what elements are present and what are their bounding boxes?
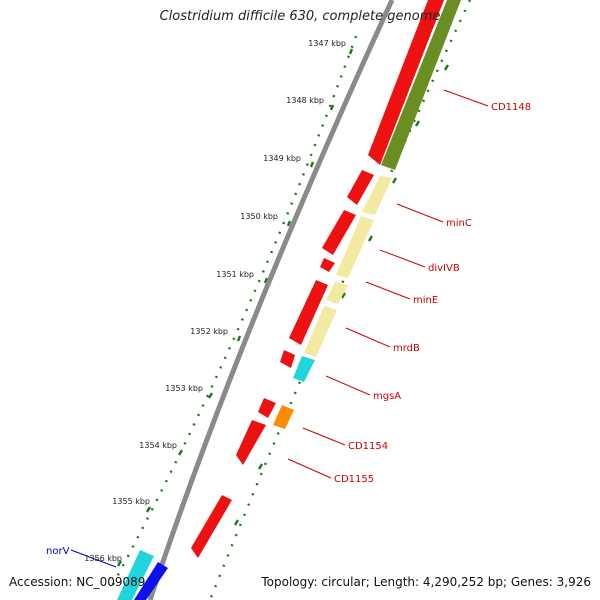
- cds-feature[interactable]: [280, 350, 295, 368]
- tick-label: 1350 kbp: [240, 212, 278, 221]
- cds-feature[interactable]: [236, 420, 266, 465]
- map-title: Clostridium difficile 630, complete geno…: [159, 9, 441, 24]
- gene-mrdB[interactable]: [304, 306, 337, 357]
- tick-label: 1354 kbp: [139, 441, 177, 450]
- accession-label: Accession: NC_009089: [9, 575, 146, 589]
- gene-labels: CD1148 minC divIVB minE mrdB mgsA CD1154…: [46, 102, 531, 557]
- cds-feature[interactable]: [322, 210, 356, 255]
- outer-major-ticks: [116, 48, 354, 567]
- gene-minE[interactable]: [326, 282, 348, 304]
- gene-mgsA[interactable]: [293, 356, 315, 382]
- callout-lines: [287, 89, 489, 479]
- gene-label-divIVB[interactable]: divIVB: [428, 263, 460, 274]
- gene-label-minE[interactable]: minE: [413, 295, 438, 306]
- gene-track: [117, 0, 461, 600]
- gene-label-mrdB[interactable]: mrdB: [393, 343, 420, 354]
- tick-label: 1348 kbp: [286, 96, 324, 105]
- outer-dotted-ring: [108, 35, 358, 591]
- cds-feature[interactable]: [320, 258, 335, 272]
- cds-track: [134, 0, 444, 600]
- gene-label-CD1148[interactable]: CD1148: [491, 102, 531, 113]
- tick-label: 1349 kbp: [263, 154, 301, 163]
- gene-label-CD1154[interactable]: CD1154: [348, 441, 388, 452]
- gene-CD1154[interactable]: [273, 405, 294, 429]
- genome-summary: Topology: circular; Length: 4,290,252 bp…: [261, 575, 591, 589]
- cds-feature[interactable]: [289, 280, 328, 345]
- gene-divIVB[interactable]: [336, 216, 374, 278]
- gene-label-mgsA[interactable]: mgsA: [373, 391, 401, 402]
- callout-line-norV: [70, 549, 117, 568]
- tick-label: 1353 kbp: [165, 384, 203, 393]
- gene-minC[interactable]: [362, 176, 392, 215]
- gene-label-minC[interactable]: minC: [446, 218, 472, 229]
- tick-label: 1352 kbp: [190, 327, 228, 336]
- tick-label: 1356 kbp: [84, 554, 122, 563]
- cds-feature[interactable]: [191, 495, 232, 558]
- tick-label: 1351 kbp: [216, 270, 254, 279]
- cds-feature[interactable]: [258, 398, 276, 418]
- tick-labels: 1347 kbp 1348 kbp 1349 kbp 1350 kbp 1351…: [84, 39, 346, 563]
- gene-norV[interactable]: [117, 550, 154, 600]
- cds-feature[interactable]: [134, 562, 168, 600]
- tick-label: 1355 kbp: [112, 497, 150, 506]
- tick-label: 1347 kbp: [308, 39, 346, 48]
- inner-dotted-ring: [208, 0, 472, 600]
- gene-label-norV[interactable]: norV: [46, 546, 70, 557]
- genome-backbone: [147, 0, 395, 600]
- cds-feature[interactable]: [347, 170, 374, 205]
- cds-feature[interactable]: [368, 0, 444, 165]
- gene-label-CD1155[interactable]: CD1155: [334, 474, 374, 485]
- gene-CD1148[interactable]: [381, 0, 461, 170]
